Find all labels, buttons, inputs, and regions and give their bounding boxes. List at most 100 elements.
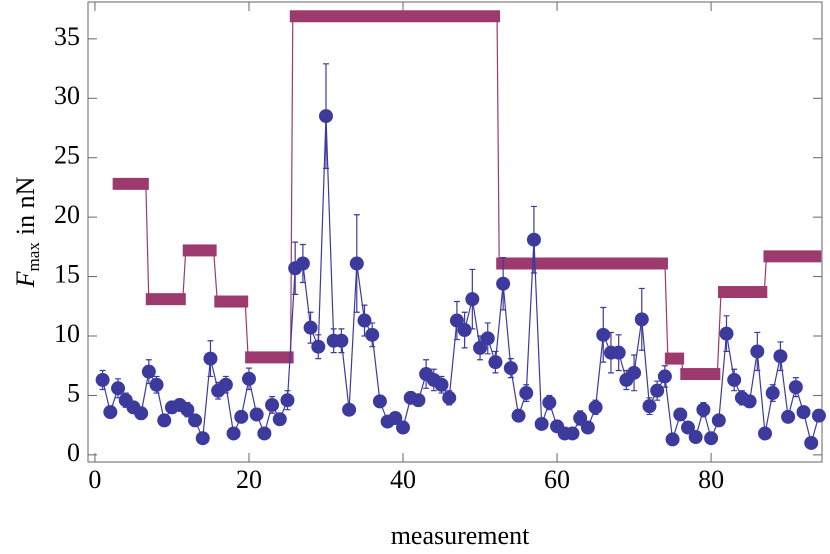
data-point [218,377,233,392]
step-bar [214,295,249,308]
x-tick-label: 60 [544,465,570,494]
data-point [249,407,264,422]
data-point [396,420,411,435]
data-point [257,426,272,441]
data-point [765,386,780,401]
data-point [642,399,657,414]
data-point [611,345,626,360]
data-point [149,377,164,392]
data-point [534,416,549,431]
data-point [311,339,326,354]
data-point [704,431,719,446]
data-point [349,256,364,271]
data-point [634,312,649,327]
data-point [781,409,796,424]
data-point [742,394,757,409]
y-tick-label: 0 [67,438,80,467]
data-point [134,406,149,421]
data-point [727,372,742,387]
data-line [102,116,820,446]
x-tick-label: 0 [88,465,101,494]
y-tick-label: 10 [54,319,80,348]
data-point [111,381,126,396]
y-tick-label: 15 [54,260,80,289]
data-point [711,413,726,428]
step-connector [496,16,500,264]
x-tick-label: 20 [236,465,262,494]
data-point [588,400,603,415]
data-point [449,313,464,328]
x-axis-label: measurement [391,521,530,550]
data-point [465,292,480,307]
data-point [519,386,534,401]
step-connector [182,250,187,300]
data-point [234,409,249,424]
step-bar [145,293,186,306]
data-point [103,405,118,420]
data-point [811,408,826,423]
step-connector [145,183,150,300]
data-point [657,369,672,384]
data-point [758,426,773,441]
y-tick-label: 35 [54,22,80,51]
data-point [480,331,495,346]
data-point [511,408,526,423]
data-point [573,411,588,426]
step-bar [718,286,768,299]
step-connector [716,291,722,375]
data-point [280,393,295,408]
data-point [265,397,280,412]
x-tick-label: 80 [698,465,724,494]
step-connector [213,250,218,302]
y-label-symbol: F [11,270,40,288]
data-point [542,395,557,410]
data-point [241,371,256,386]
data-point [788,380,803,395]
data-point [650,383,665,398]
data-point [195,431,210,446]
step-connector [244,301,249,358]
data-point [342,402,357,417]
data-point [372,394,387,409]
plot-frame [87,1,823,463]
data-point [526,232,541,247]
data-point [442,390,457,405]
data-point [318,109,333,124]
data-point [719,326,734,341]
data-point [688,430,703,445]
data-point [434,377,449,392]
y-tick-label: 30 [54,81,80,110]
data-point [95,372,110,387]
step-bar [763,250,822,263]
y-axis-label: Fmax in nN [11,176,43,288]
y-label-subscript: max [24,242,43,272]
data-point [388,411,403,426]
data-point [665,432,680,447]
data-point [365,327,380,342]
data-point [272,412,287,427]
data-point [673,407,688,422]
data-point [696,402,711,417]
step-connector [290,16,294,358]
y-label-text: in nN [11,176,40,235]
step-bar [182,244,217,257]
data-point [357,313,372,328]
data-point [596,327,611,342]
step-connector [664,263,669,359]
data-point [804,435,819,450]
data-point [473,340,488,355]
data-point [680,420,695,435]
data-point [773,349,788,364]
y-tick-label: 5 [67,378,80,407]
data-point [411,393,426,408]
step-bar [664,352,685,365]
data-point [503,361,518,376]
x-tick-label: 40 [390,465,416,494]
step-bar [289,10,501,23]
data-point [796,405,811,420]
data-point [457,323,472,338]
data-point [488,355,503,370]
data-point [295,256,310,271]
data-point [203,351,218,366]
